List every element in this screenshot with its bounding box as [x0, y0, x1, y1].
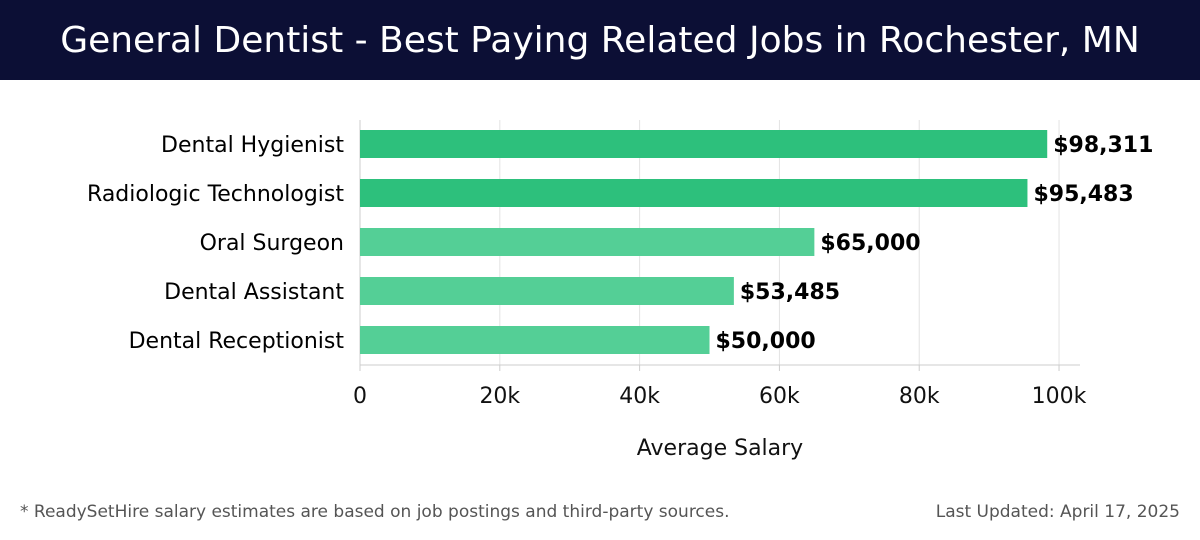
value-label: $65,000	[820, 231, 920, 256]
salary-bar-chart: 0 20k 40k 60k 80k 100k Average Salary Dental Hy…	[87, 120, 1153, 461]
bar-dental-receptionist	[360, 326, 710, 354]
category-label: Dental Receptionist	[129, 329, 345, 354]
value-label: $95,483	[1033, 182, 1133, 207]
bar-oral-surgeon	[360, 228, 815, 256]
category-label: Radiologic Technologist	[87, 182, 344, 207]
value-label: $98,311	[1053, 133, 1153, 158]
x-tick-label: 40k	[619, 384, 660, 409]
x-tick-label: 100k	[1032, 384, 1087, 409]
category-label: Oral Surgeon	[200, 231, 344, 256]
chart-title: General Dentist - Best Paying Related Jo…	[60, 19, 1140, 61]
x-axis-title: Average Salary	[637, 436, 803, 461]
bar-radiologic-technologist	[360, 179, 1028, 207]
x-tick-label: 20k	[479, 384, 520, 409]
category-label: Dental Hygienist	[161, 133, 344, 158]
bar-dental-hygienist	[360, 130, 1048, 158]
x-tick-label: 60k	[759, 384, 800, 409]
category-label: Dental Assistant	[164, 280, 344, 305]
x-tick-label: 80k	[899, 384, 940, 409]
value-label: $50,000	[716, 329, 816, 354]
last-updated: Last Updated: April 17, 2025	[935, 502, 1180, 522]
x-tick-label: 0	[353, 384, 367, 409]
chart-header: General Dentist - Best Paying Related Jo…	[0, 0, 1200, 80]
bar-dental-assistant	[360, 277, 734, 305]
value-label: $53,485	[740, 280, 840, 305]
footer-note: * ReadySetHire salary estimates are base…	[20, 502, 730, 522]
